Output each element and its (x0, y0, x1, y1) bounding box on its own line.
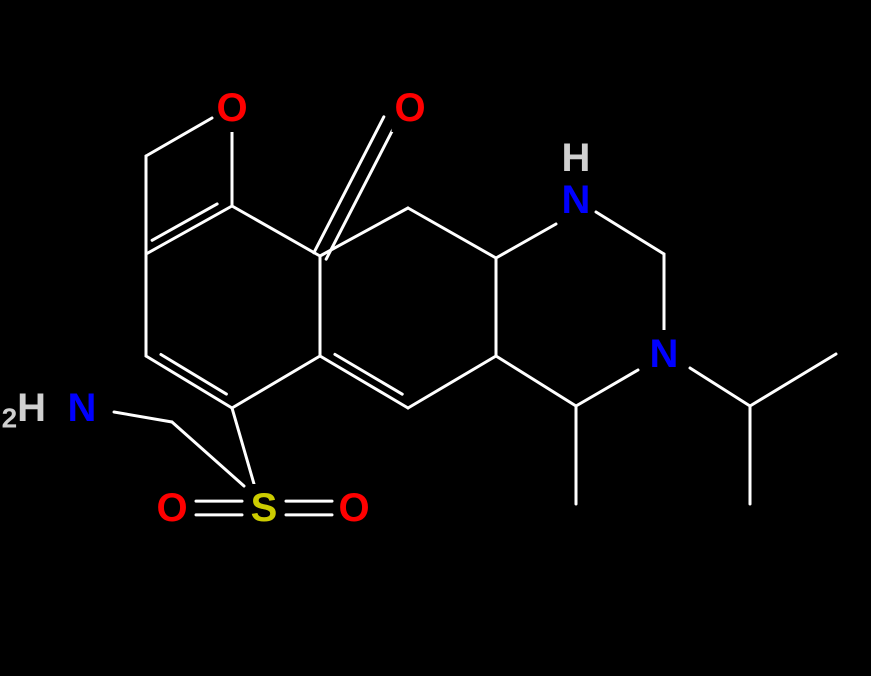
bond (146, 206, 232, 254)
svg-text:H: H (17, 386, 46, 430)
atom-label: O (156, 486, 187, 530)
bond (114, 412, 172, 422)
atom-label: O (338, 486, 369, 530)
bond (320, 356, 408, 408)
atom-O3: O (154, 484, 191, 532)
bond (408, 356, 496, 408)
bond (408, 208, 496, 258)
svg-text:H: H (562, 136, 591, 180)
atom-NH2: NH2 (2, 384, 101, 434)
bond (232, 206, 320, 256)
bond (326, 123, 396, 259)
bond (576, 370, 638, 406)
atom-label: S (251, 486, 278, 530)
bond (161, 355, 226, 395)
bond (152, 204, 217, 240)
bond (232, 356, 320, 408)
bond (690, 368, 750, 406)
atom-label: N (68, 386, 97, 430)
atom-NH: NH (558, 134, 595, 224)
bond (596, 212, 664, 254)
bond (146, 356, 232, 408)
atom-label: O (216, 86, 247, 130)
atom-N2: N (646, 330, 683, 378)
bond (232, 408, 254, 484)
bond (172, 422, 244, 486)
atom-label: N (562, 178, 591, 222)
svg-text:2: 2 (2, 403, 18, 434)
atom-O2: O (392, 84, 429, 132)
bond (146, 118, 212, 156)
bond (496, 356, 576, 406)
atom-S: S (246, 484, 283, 532)
bond (496, 224, 556, 258)
bond (335, 354, 402, 394)
molecule-diagram: OONHNNH2OSO (0, 0, 871, 676)
atom-O1: O (214, 84, 251, 132)
bond (750, 354, 836, 406)
bond (314, 117, 384, 253)
atom-O4: O (336, 484, 373, 532)
atom-label: O (394, 86, 425, 130)
atom-label: N (650, 332, 679, 376)
